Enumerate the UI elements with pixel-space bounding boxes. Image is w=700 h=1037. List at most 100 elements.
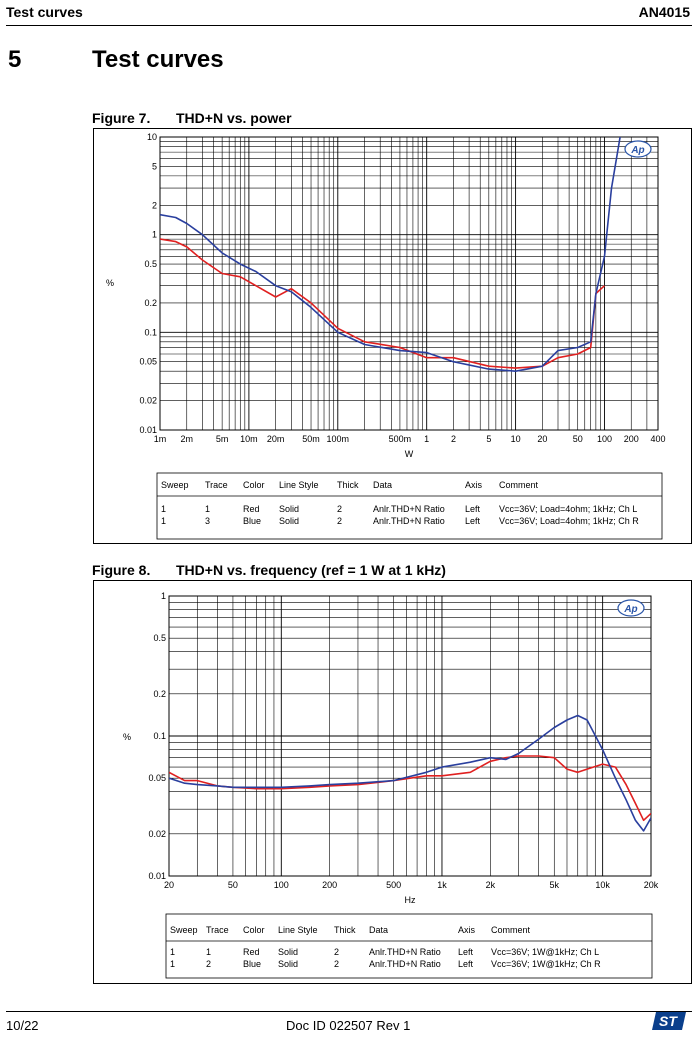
x-tick-label: 5m (216, 434, 229, 444)
x-tick-label: 2 (451, 434, 456, 444)
x-tick-label: 1m (154, 434, 167, 444)
x-tick-label: 5k (550, 880, 560, 890)
legend-cell: Vcc=36V; 1W@1kHz; Ch L (491, 947, 599, 957)
y-tick-label: 1 (161, 591, 166, 601)
x-tick-label: 10k (595, 880, 610, 890)
x-tick-label: 100m (327, 434, 350, 444)
legend-table (156, 472, 663, 540)
legend-cell: 3 (205, 516, 210, 526)
legend-cell: Red (243, 947, 260, 957)
st-logo: ST (652, 1010, 688, 1037)
legend-table (165, 913, 653, 979)
series-line-blue (169, 714, 651, 832)
x-tick-label: 2k (486, 880, 496, 890)
header-left-title: Test curves (6, 4, 83, 20)
ap-badge-text: Ap (623, 604, 637, 615)
y-tick-label: 0.1 (144, 327, 157, 337)
x-tick-label: 10m (240, 434, 258, 444)
footer-rule (6, 1011, 692, 1012)
header-rule (6, 25, 692, 26)
svg-text:ST: ST (659, 1013, 678, 1029)
x-tick-label: 20 (537, 434, 547, 444)
y-tick-label: 2 (152, 200, 157, 210)
legend-cell: Solid (278, 947, 298, 957)
legend-header-cell: Comment (499, 480, 539, 490)
legend-cell: 2 (337, 504, 342, 514)
legend-header-cell: Thick (334, 925, 356, 935)
x-axis-label: Hz (405, 895, 416, 905)
legend-cell: 1 (161, 504, 166, 514)
figure-8-box: 0.01 0.02 0.05 0.1 0.2 0.5 1 20 50 100 200 500 1k 2k 5… (93, 580, 692, 984)
x-tick-label: 50 (228, 880, 238, 890)
x-tick-label: 100 (597, 434, 612, 444)
legend-cell: Blue (243, 516, 261, 526)
legend-cell: Left (458, 959, 474, 969)
x-tick-label: 200 (322, 880, 337, 890)
figure-7-caption: Figure 7. THD+N vs. power (92, 110, 292, 126)
y-tick-label: 10 (147, 132, 157, 142)
figure-7-box: 0.01 0.02 0.05 0.1 0.2 0.5 1 2 5 10 1m 2m 5m 10m 20m 50… (93, 128, 692, 544)
legend-cell: 2 (334, 959, 339, 969)
figure-7-chart: 0.01 0.02 0.05 0.1 0.2 0.5 1 2 5 10 1m 2m 5m 10m 20m 50… (106, 132, 666, 540)
legend-header-cell: Sweep (161, 480, 189, 490)
x-tick-label: 500m (389, 434, 412, 444)
legend-cell: Left (458, 947, 474, 957)
legend-cell: Vcc=36V; Load=4ohm; 1kHz; Ch R (499, 516, 639, 526)
y-axis-label: % (106, 278, 114, 288)
y-tick-label: 0.01 (139, 425, 157, 435)
x-tick-label: 50m (302, 434, 320, 444)
legend-cell: Red (243, 504, 260, 514)
x-tick-label: 400 (650, 434, 665, 444)
x-axis-label: W (405, 449, 414, 459)
x-tick-label: 10 (511, 434, 521, 444)
y-tick-label: 0.2 (153, 689, 166, 699)
y-tick-label: 0.2 (144, 298, 157, 308)
legend-cell: Anlr.THD+N Ratio (369, 947, 441, 957)
x-tick-label: 5 (486, 434, 491, 444)
figure-8-chart: 0.01 0.02 0.05 0.1 0.2 0.5 1 20 50 100 200 500 1k 2k 5… (123, 591, 659, 979)
legend-header-cell: Comment (491, 925, 531, 935)
legend-cell: Solid (278, 959, 298, 969)
legend-cell: Left (465, 516, 481, 526)
legend-cell: Blue (243, 959, 261, 969)
series-line-red (169, 755, 651, 822)
legend-cell: 1 (170, 959, 175, 969)
figure-8-label: Figure 8. (92, 562, 151, 578)
x-tick-label: 100 (274, 880, 289, 890)
legend-header-cell: Axis (465, 480, 483, 490)
legend-cell: 1 (206, 947, 211, 957)
legend-header-cell: Data (373, 480, 392, 490)
grid (168, 595, 652, 877)
y-tick-label: 0.02 (139, 396, 157, 406)
y-tick-label: 1 (152, 230, 157, 240)
legend-header-cell: Data (369, 925, 388, 935)
legend-cell: Anlr.THD+N Ratio (373, 504, 445, 514)
ap-badge-icon (624, 140, 652, 158)
y-tick-label: 0.5 (153, 633, 166, 643)
legend-cell: 2 (206, 959, 211, 969)
legend-header-cell: Line Style (278, 925, 318, 935)
ap-badge-text: Ap (630, 145, 644, 156)
legend-header-cell: Color (243, 925, 265, 935)
series-line-red (160, 238, 606, 369)
legend-cell: Solid (279, 504, 299, 514)
x-tick-label: 20 (164, 880, 174, 890)
legend-header-cell: Trace (205, 480, 228, 490)
x-tick-label: 1k (437, 880, 447, 890)
legend-cell: 1 (170, 947, 175, 957)
legend-cell: 1 (205, 504, 210, 514)
y-axis-label: % (123, 732, 131, 742)
y-tick-label: 5 (152, 161, 157, 171)
figure-7-title: THD+N vs. power (176, 110, 292, 126)
figure-8-caption: Figure 8. THD+N vs. frequency (ref = 1 W … (92, 562, 446, 578)
legend-header-cell: Trace (206, 925, 229, 935)
legend-cell: Vcc=36V; Load=4ohm; 1kHz; Ch L (499, 504, 637, 514)
plot-frame (159, 136, 659, 431)
x-tick-label: 50 (573, 434, 583, 444)
legend-header-cell: Thick (337, 480, 359, 490)
y-tick-label: 0.05 (139, 357, 157, 367)
legend-cell: Anlr.THD+N Ratio (373, 516, 445, 526)
section-title: Test curves (92, 46, 224, 73)
y-tick-label: 0.02 (148, 829, 166, 839)
x-tick-label: 200 (624, 434, 639, 444)
